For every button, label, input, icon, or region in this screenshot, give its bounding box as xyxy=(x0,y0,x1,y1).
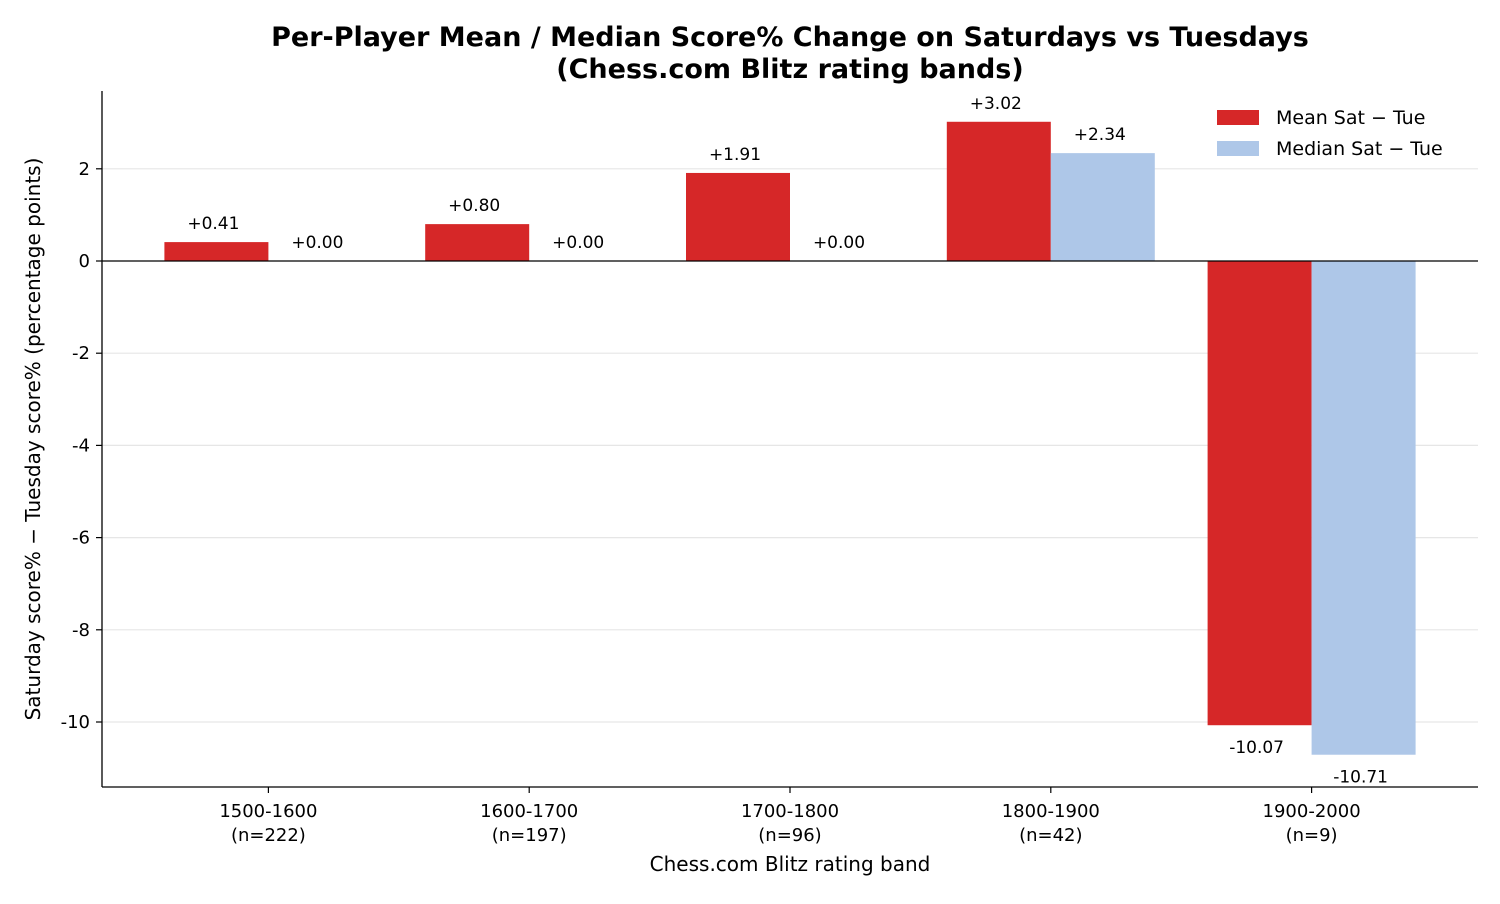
x-tick-label: 1800-1900 xyxy=(1002,801,1100,822)
bars xyxy=(164,122,1415,755)
bar-mean xyxy=(164,242,268,261)
x-tick-label: 1700-1800 xyxy=(741,801,839,822)
y-tick-label: -2 xyxy=(72,343,90,364)
bar-value-label: +0.00 xyxy=(552,233,604,253)
y-tick-label: -10 xyxy=(61,712,90,733)
bar-mean xyxy=(1208,261,1312,725)
legend-swatch xyxy=(1217,141,1259,156)
x-tick-count-label: (n=197) xyxy=(492,825,567,846)
chart-subtitle: (Chess.com Blitz rating bands) xyxy=(556,54,1023,85)
bar-value-label: +2.34 xyxy=(1074,125,1126,145)
chart-title: Per-Player Mean / Median Score% Change o… xyxy=(271,22,1309,53)
x-tick-label: 1500-1600 xyxy=(219,801,317,822)
bar-value-label: -10.71 xyxy=(1333,768,1388,788)
x-axis-label: Chess.com Blitz rating band xyxy=(650,852,931,876)
y-ticks: 2 0 -2 -4 -6 -8 -10 xyxy=(61,159,102,733)
x-ticks: 1500-1600 (n=222) 1600-1700 (n=197) 1700-180… xyxy=(219,787,1360,846)
bar-mean xyxy=(947,122,1051,261)
legend-label: Mean Sat − Tue xyxy=(1276,107,1425,129)
x-tick-count-label: (n=42) xyxy=(1019,825,1082,846)
bar-mean xyxy=(425,224,529,261)
y-tick-label: 0 xyxy=(79,251,90,272)
y-tick-label: -8 xyxy=(72,620,90,641)
y-tick-label: -6 xyxy=(72,528,90,549)
y-tick-label: 2 xyxy=(79,159,90,180)
bar-value-label: +0.00 xyxy=(813,233,865,253)
bar-mean xyxy=(686,173,790,261)
bar-value-label: +3.02 xyxy=(970,94,1022,114)
bar-value-label: +0.41 xyxy=(187,214,239,234)
legend-label: Median Sat − Tue xyxy=(1276,138,1443,160)
x-tick-count-label: (n=9) xyxy=(1286,825,1338,846)
bar-value-label: +1.91 xyxy=(709,145,761,165)
bar-value-label: +0.00 xyxy=(291,233,343,253)
legend: Mean Sat − Tue Median Sat − Tue xyxy=(1217,107,1443,160)
bar-median xyxy=(1312,261,1416,755)
x-tick-label: 1900-2000 xyxy=(1263,801,1361,822)
bar-value-label: -10.07 xyxy=(1229,738,1284,758)
x-tick-count-label: (n=222) xyxy=(231,825,306,846)
y-axis-label: Saturday score% − Tuesday score% (percen… xyxy=(21,158,45,721)
y-tick-label: -4 xyxy=(72,435,90,456)
x-tick-count-label: (n=96) xyxy=(758,825,821,846)
x-tick-label: 1600-1700 xyxy=(480,801,578,822)
legend-swatch xyxy=(1217,110,1259,125)
bar-value-label: +0.80 xyxy=(448,196,500,216)
bar-median xyxy=(1051,153,1155,261)
